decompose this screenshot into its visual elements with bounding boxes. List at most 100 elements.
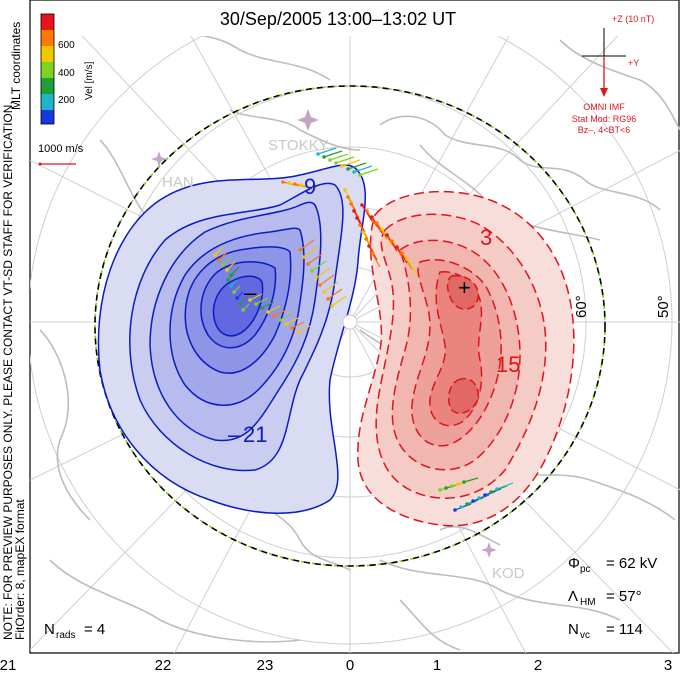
hm-boundary-green xyxy=(94,85,606,567)
velocity-vector-origin xyxy=(248,298,252,302)
velocity-vector-origin xyxy=(365,209,369,213)
imf-source: OMNI IMF xyxy=(583,102,625,112)
velocity-vector-origin xyxy=(316,152,320,156)
imf-clock-dial xyxy=(582,28,626,97)
velocity-vector-origin xyxy=(471,499,475,503)
positive-convection-cell xyxy=(357,190,575,527)
velocity-vector xyxy=(303,246,319,258)
velocity-vector xyxy=(315,267,331,279)
stat-lambda-sub: HM xyxy=(580,597,596,608)
velocity-vector-origin xyxy=(281,180,285,184)
velocity-vector-origin xyxy=(310,269,314,273)
station-label-kodiak: KOD xyxy=(492,565,525,582)
velocity-vector-origin xyxy=(287,181,291,185)
imf-model: Stat Mod: RG96 xyxy=(572,114,637,124)
colorbar-label: Vel [m/s] xyxy=(84,61,95,100)
velocity-vector xyxy=(261,301,275,309)
velocity-vector xyxy=(222,256,232,266)
mlt-label-1: 1 xyxy=(433,657,441,674)
velocity-vector xyxy=(300,184,318,190)
velocity-vector-origin xyxy=(213,253,217,257)
stat-lambda-symbol: Λ xyxy=(568,588,578,605)
stat-nvc-value: = 114 xyxy=(606,621,643,638)
velocity-vector xyxy=(230,266,240,276)
velocity-vector-origin xyxy=(358,173,362,177)
velocity-vector-origin xyxy=(367,244,371,248)
velocity-vectors xyxy=(213,147,514,512)
velocity-vector xyxy=(341,159,361,167)
velocity-vector-origin xyxy=(459,505,463,509)
velocity-vector-origin xyxy=(266,310,270,314)
mlt-label-23: 23 xyxy=(257,657,274,674)
velocity-vector xyxy=(353,165,373,173)
velocity-vector-origin xyxy=(284,322,288,326)
velocity-vector xyxy=(406,258,418,276)
velocity-vector xyxy=(299,239,315,251)
colorbar-tick-600: 600 xyxy=(58,40,75,51)
velocity-vector-origin xyxy=(477,496,481,500)
velocity-vector-origin xyxy=(380,227,384,231)
stat-phi-value: = 62 kV xyxy=(606,555,657,572)
velocity-vector-origin xyxy=(346,195,350,199)
velocity-vector-origin xyxy=(385,233,389,237)
velocity-vector-origin xyxy=(465,502,469,506)
fit-order-note: FitOrder: 8, mapEX format xyxy=(13,499,27,640)
potential-min-marker: – xyxy=(244,280,257,305)
velocity-vector-origin xyxy=(299,183,303,187)
velocity-vector xyxy=(396,246,408,264)
velocity-vector xyxy=(323,281,339,293)
coastlines xyxy=(39,36,680,651)
velocity-vector-origin xyxy=(438,488,442,492)
latitude-label-50: 50° xyxy=(655,295,672,318)
velocity-vector-origin xyxy=(217,258,221,262)
velocity-vector-origin xyxy=(290,326,294,330)
velocity-vector xyxy=(490,485,508,493)
negative-convection-cell xyxy=(97,164,366,514)
stat-lambda-value: = 57° xyxy=(606,588,642,605)
velocity-vector xyxy=(391,240,403,258)
colorbar-tick-400: 400 xyxy=(58,68,75,79)
velocity-vector xyxy=(463,477,479,483)
station-label-hankasalmi: HAN xyxy=(162,174,194,191)
velocity-vector-origin xyxy=(364,237,368,241)
stat-nvc-symbol: N xyxy=(568,621,579,638)
contour-label-pos-inner: 15 xyxy=(496,352,520,377)
velocity-vector-origin xyxy=(352,209,356,213)
velocity-vector xyxy=(331,295,347,307)
mlt-label-21: 21 xyxy=(0,657,16,674)
velocity-vector-origin xyxy=(489,490,493,494)
velocity-vector xyxy=(226,261,236,271)
velocity-vector-origin xyxy=(375,221,379,225)
velocity-colorbar xyxy=(40,13,55,125)
velocity-vector-origin xyxy=(340,164,344,168)
velocity-vector xyxy=(361,204,373,222)
velocity-vector-origin xyxy=(453,508,457,512)
velocity-vector xyxy=(279,313,293,321)
contour-label-neg-outer: 9 xyxy=(304,174,316,199)
velocity-vector-origin xyxy=(395,245,399,249)
velocity-vector-origin xyxy=(278,318,282,322)
map-title: 30/Sep/2005 13:00–13:02 UT xyxy=(220,9,456,29)
stat-nrads-symbol: N xyxy=(44,621,55,638)
velocity-vector-origin xyxy=(241,308,245,312)
velocity-vector-origin xyxy=(334,161,338,165)
velocity-vector-origin xyxy=(322,290,326,294)
velocity-vector xyxy=(386,234,398,252)
velocity-vector-origin xyxy=(322,155,326,159)
velocity-vector-origin xyxy=(360,203,364,207)
velocity-vector-origin xyxy=(346,167,350,171)
velocity-vector-origin xyxy=(272,314,276,318)
imf-condition: Bz–, 4<BT<6 xyxy=(578,125,631,135)
velocity-vector xyxy=(307,253,323,265)
velocity-vector-origin xyxy=(232,290,236,294)
hm-boundary xyxy=(94,85,606,567)
stat-nrads-sub: rads xyxy=(56,630,75,641)
contour-label-neg-inner: 21 xyxy=(243,422,267,447)
velocity-vector xyxy=(376,222,388,240)
velocity-vector-origin xyxy=(221,263,225,267)
station-kodiak-marker xyxy=(481,542,497,558)
velocity-vector xyxy=(401,252,413,270)
stat-nrads-value: = 4 xyxy=(84,621,105,638)
velocity-vector xyxy=(371,216,383,234)
